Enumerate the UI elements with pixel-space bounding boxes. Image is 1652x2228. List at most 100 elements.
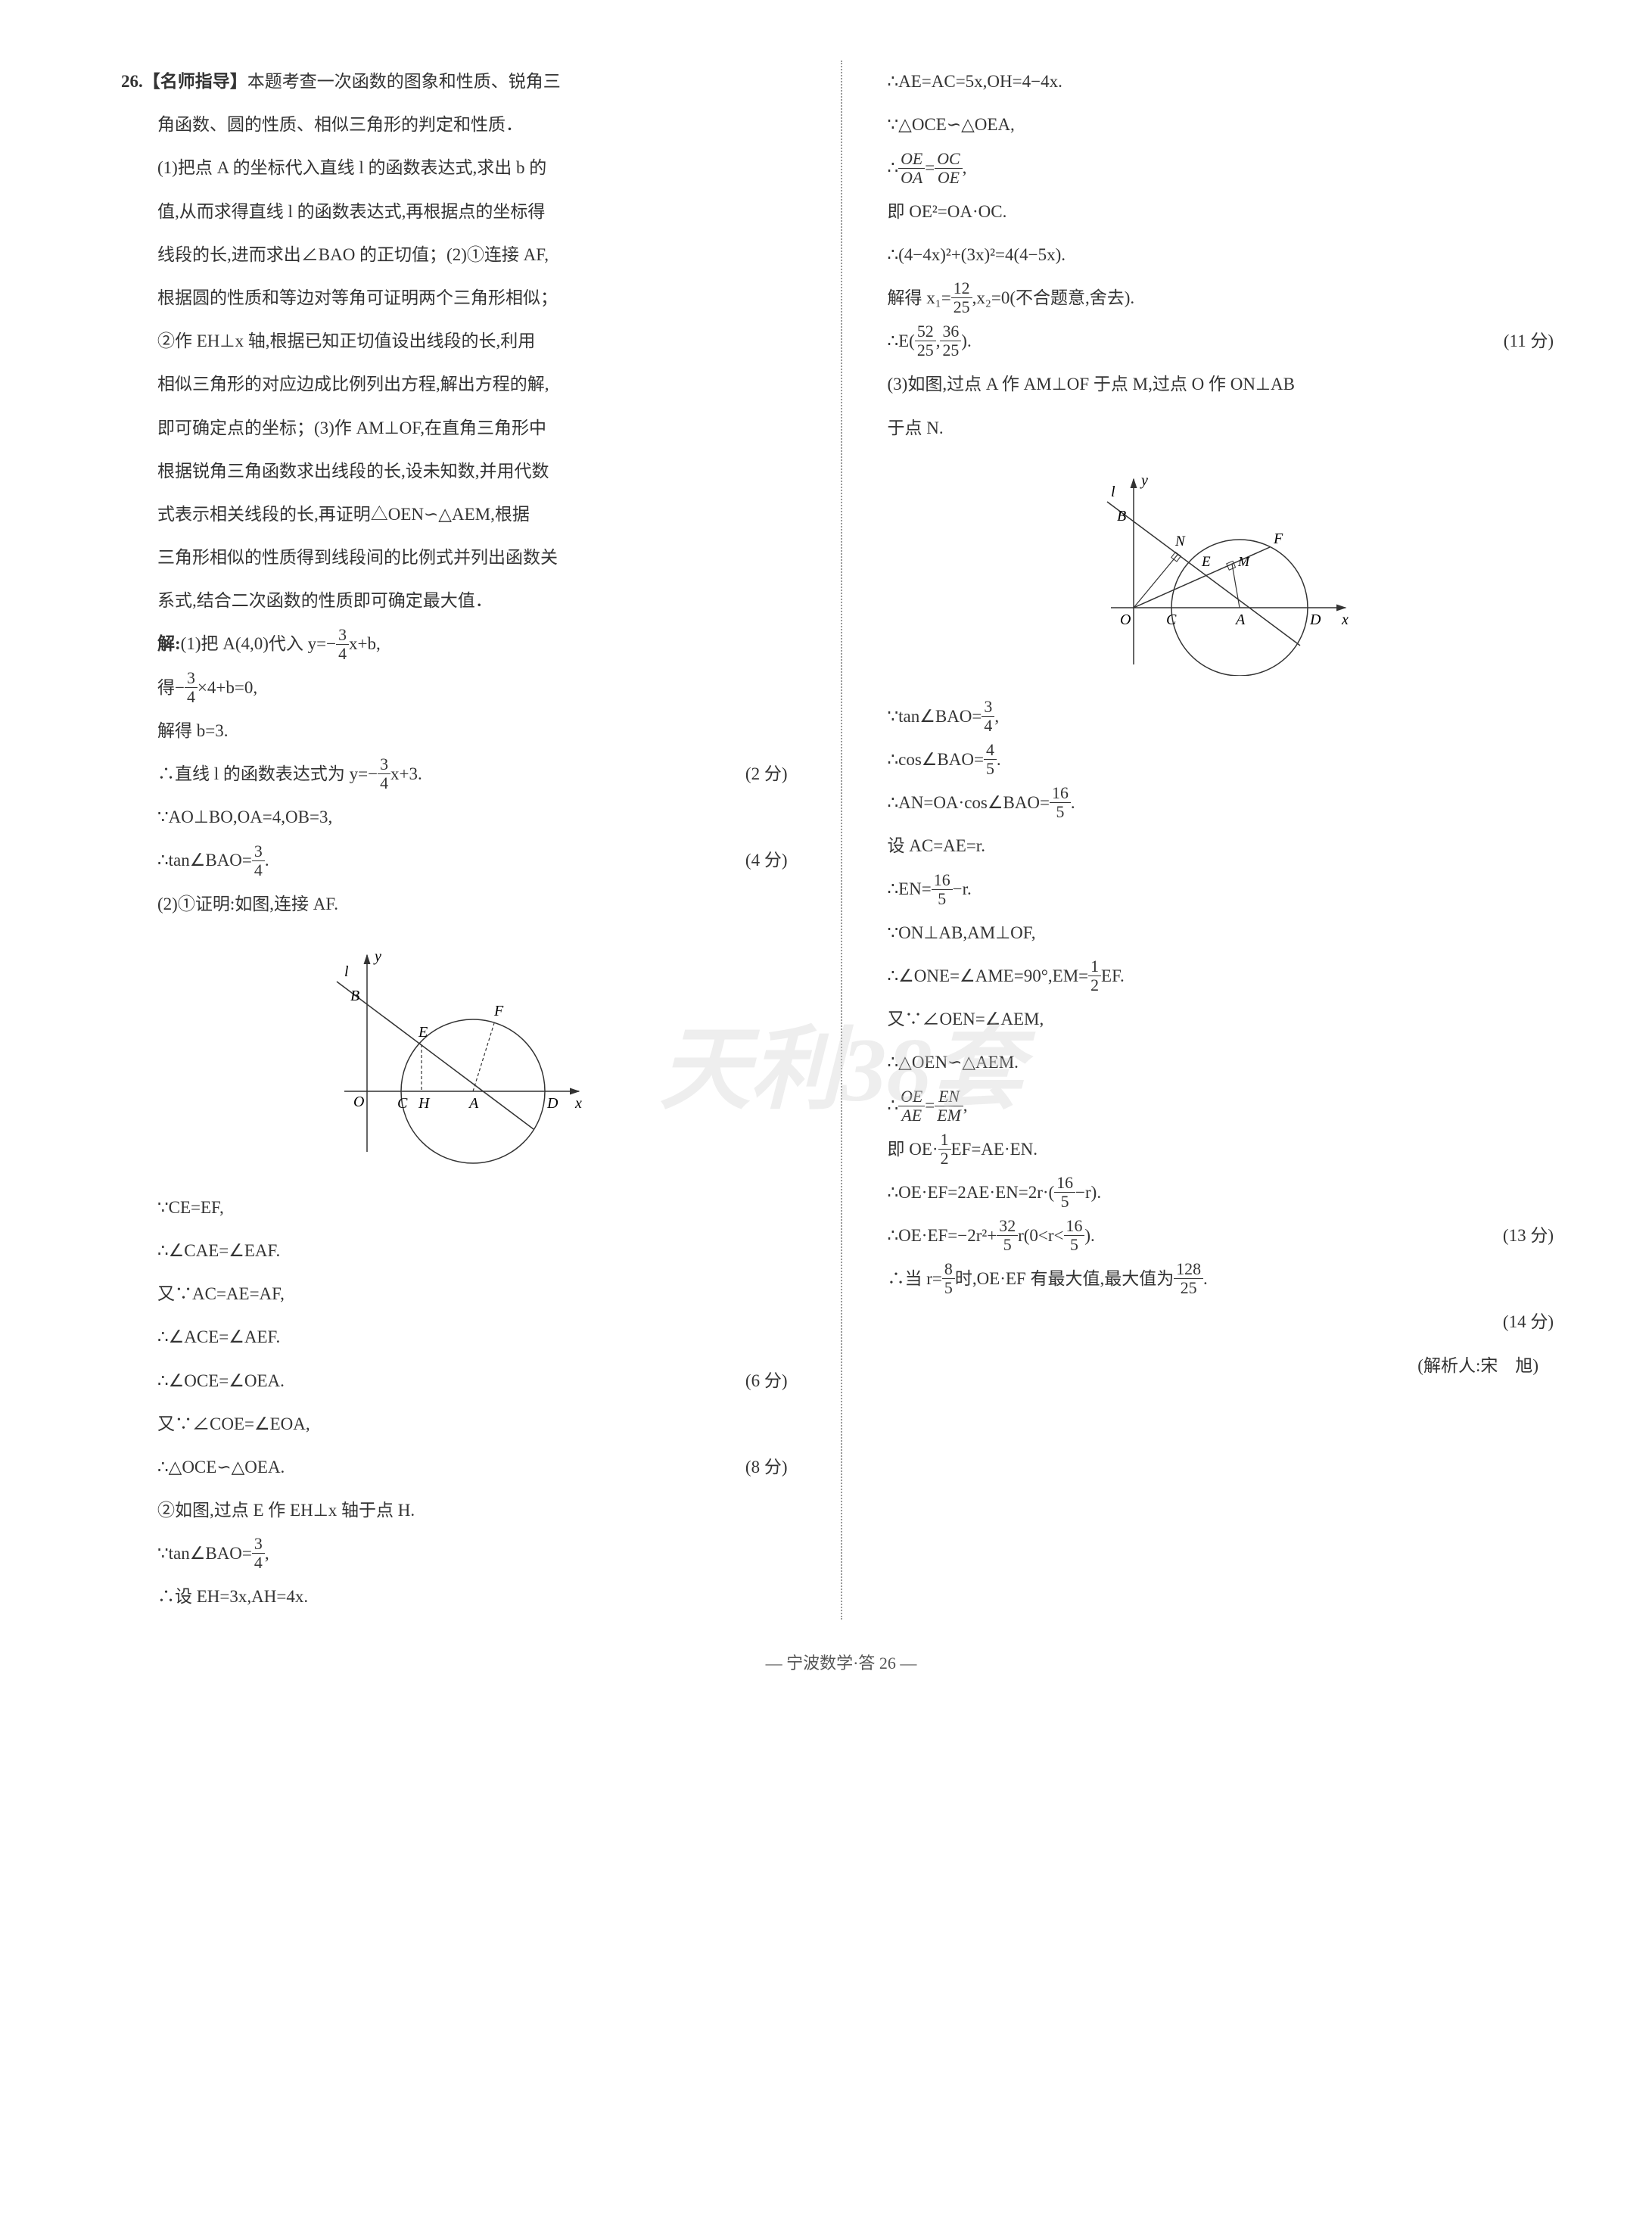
frac-den: 5 xyxy=(1064,1236,1085,1254)
solution-line: 又∵∠COE=∠EOA, xyxy=(121,1403,795,1445)
solution-line: ∴(4−4x)²+(3x)²=4(4−5x). xyxy=(888,234,1562,275)
solution-line: 又∵AC=AE=AF, xyxy=(121,1273,795,1315)
guidance-line: 相似三角形的对应边成比例列出方程,解出方程的解, xyxy=(121,363,795,405)
math-text: . xyxy=(1071,793,1075,812)
solution-line: (3)如图,过点 A 作 AM⊥OF 于点 M,过点 O 作 ON⊥AB xyxy=(888,363,1562,405)
frac-den: 4 xyxy=(252,861,265,879)
frac-num: 16 xyxy=(1050,784,1071,803)
frac-den: 4 xyxy=(252,1554,265,1572)
frac-den: 5 xyxy=(984,760,997,778)
math-text: 解得 x₁= xyxy=(888,288,951,307)
frac-den: 5 xyxy=(932,890,953,908)
frac-den: 25 xyxy=(915,341,936,359)
math-text: ×4+b=0, xyxy=(198,678,257,697)
frac-num: 16 xyxy=(1054,1174,1075,1193)
math-text: ∴AN=OA·cos∠BAO= xyxy=(888,793,1050,812)
solution-line: ∴∠CAE=∠EAF. xyxy=(121,1230,795,1271)
frac-den: 2 xyxy=(938,1150,951,1168)
solution-line: ∵tan∠BAO=34, xyxy=(121,1533,795,1574)
solution-line: ∵AO⊥BO,OA=4,OB=3, xyxy=(121,796,795,838)
frac-den: 5 xyxy=(1050,803,1071,821)
math-text: ∴直线 l 的函数表达式为 y=− xyxy=(157,764,378,783)
math-text: ∴OE·EF=2AE·EN=2r·( xyxy=(888,1183,1055,1202)
math-text: . xyxy=(265,851,269,870)
math-text: r(0<r< xyxy=(1018,1226,1063,1245)
frac-num: 3 xyxy=(252,1535,265,1554)
solution-line: 又∵∠OEN=∠AEM, xyxy=(888,998,1562,1040)
frac-num: 32 xyxy=(997,1217,1018,1236)
guidance-line: 值,从而求得直线 l 的函数表达式,再根据点的坐标得 xyxy=(121,191,795,232)
score-mark: (6 分) xyxy=(745,1360,788,1402)
diagram-label: F xyxy=(493,1003,504,1019)
math-text: ∴cos∠BAO= xyxy=(888,750,984,769)
diagram-label: A xyxy=(1234,611,1246,628)
teacher-guide-label: 【名师指导】 xyxy=(143,72,247,91)
score-mark: (11 分) xyxy=(1504,320,1554,362)
frac-den: 25 xyxy=(1174,1279,1203,1297)
math-text: ,x₂=0(不合题意,舍去). xyxy=(972,288,1135,307)
frac-num: OC xyxy=(935,150,962,169)
guidance-line: 线段的长,进而求出∠BAO 的正切值；(2)①连接 AF, xyxy=(121,234,795,275)
problem-number: 26. xyxy=(121,72,143,91)
solution-line: ∴∠ACE=∠AEF. xyxy=(121,1316,795,1358)
math-text: ∴OE·EF=−2r²+ xyxy=(888,1226,997,1245)
column-divider xyxy=(841,61,842,1620)
diagram-label: C xyxy=(397,1095,408,1112)
diagram-label: D xyxy=(546,1095,558,1112)
guidance-line: 根据圆的性质和等边对等角可证明两个三角形相似； xyxy=(121,277,795,319)
math-text: 即 OE· xyxy=(888,1140,938,1159)
math-text: ∴tan∠BAO= xyxy=(157,851,252,870)
solution-line: ∴EN=165−r. xyxy=(888,868,1562,910)
diagram-label: x xyxy=(574,1095,582,1112)
guidance-text: 本题考查一次函数的图象和性质、锐角三 xyxy=(247,72,561,91)
solution-line: ∴E(5225,3625). (11 分) xyxy=(888,320,1562,362)
math-text: ∵tan∠BAO= xyxy=(157,1544,252,1563)
math-text: EF=AE·EN. xyxy=(951,1140,1038,1159)
author-line: (解析人:宋 旭) xyxy=(888,1345,1562,1386)
frac-num: OE xyxy=(898,150,925,169)
math-text: 时,OE·EF 有最大值,最大值为 xyxy=(955,1269,1174,1288)
page-footer: — 宁波数学·答 26 — xyxy=(121,1650,1561,1674)
solution-line: ∴设 EH=3x,AH=4x. xyxy=(121,1576,795,1617)
math-text: = xyxy=(925,158,935,177)
solution-line: ②如图,过点 E 作 EH⊥x 轴于点 H. xyxy=(121,1489,795,1531)
guidance-line: 三角形相似的性质得到线段间的比例式并列出函数关 xyxy=(121,537,795,578)
diagram-label: y xyxy=(373,948,381,965)
diagram-label: B xyxy=(350,988,359,1004)
math-text: ∴当 r= xyxy=(888,1269,942,1288)
solution-line: 设 AC=AE=r. xyxy=(888,825,1562,867)
math-text: 得− xyxy=(157,678,185,697)
score-mark: (14 分) xyxy=(1503,1301,1554,1343)
geometry-diagram-2: l y B N E F M O C A D x xyxy=(888,464,1562,680)
frac-den: AE xyxy=(898,1106,925,1125)
diagram-label: E xyxy=(1201,554,1211,570)
solution-line: ∵tan∠BAO=34, xyxy=(888,695,1562,737)
frac-den: 25 xyxy=(940,341,961,359)
diagram-label: E xyxy=(418,1024,428,1041)
diagram-label: D xyxy=(1309,611,1321,628)
math-text: −r. xyxy=(953,879,972,898)
diagram-label: O xyxy=(1120,611,1131,628)
geometry-diagram-1: l y B E F O C H A D x xyxy=(121,940,795,1172)
diagram-label: y xyxy=(1140,472,1148,489)
frac-num: 3 xyxy=(252,842,265,861)
solution-line: ∴AE=AC=5x,OH=4−4x. xyxy=(888,61,1562,102)
math-text: ∴ xyxy=(888,158,899,177)
frac-num: 16 xyxy=(1064,1217,1085,1236)
guidance-line: 即可确定点的坐标；(3)作 AM⊥OF,在直角三角形中 xyxy=(121,407,795,449)
frac-den: 4 xyxy=(336,645,349,663)
frac-num: 3 xyxy=(336,626,349,645)
solution-line: ∴AN=OA·cos∠BAO=165. xyxy=(888,782,1562,823)
math-text: = xyxy=(925,1096,935,1115)
frac-num: 3 xyxy=(982,698,994,717)
frac-den: 4 xyxy=(185,688,198,706)
math-text: ∴EN= xyxy=(888,879,932,898)
solution-line: ∴∠ONE=∠AME=90°,EM=12EF. xyxy=(888,955,1562,997)
math-text: ∴∠OCE=∠OEA. xyxy=(157,1371,285,1390)
math-text: x+b, xyxy=(349,634,381,653)
frac-den: EM xyxy=(935,1106,963,1125)
math-text: (1)把 A(4,0)代入 y=− xyxy=(181,634,336,653)
frac-den: 25 xyxy=(951,298,972,316)
solution-line: 即 OE·12EF=AE·EN. xyxy=(888,1128,1562,1170)
frac-num: 36 xyxy=(940,322,961,341)
